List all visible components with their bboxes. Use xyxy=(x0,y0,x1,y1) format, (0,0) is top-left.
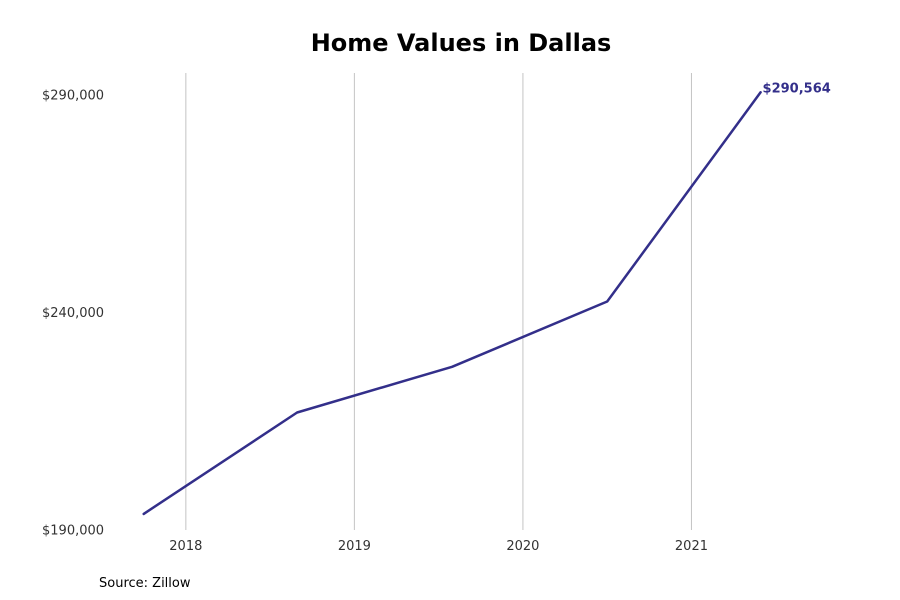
x-tick-label: 2018 xyxy=(169,539,202,554)
x-axis-ticks: 2018 2019 2020 2021 xyxy=(169,539,708,554)
y-tick-label: $240,000 xyxy=(42,306,104,321)
chart-title: Home Values in Dallas xyxy=(311,29,612,57)
x-tick-label: 2021 xyxy=(675,539,708,554)
gridlines xyxy=(185,73,692,530)
x-tick-label: 2019 xyxy=(338,539,371,554)
series-layer xyxy=(142,91,762,516)
end-value-label: $290,564 xyxy=(763,81,831,96)
y-axis-ticks: $190,000 $240,000 $290,000 xyxy=(42,88,104,538)
series-line xyxy=(142,91,762,516)
y-tick-label: $290,000 xyxy=(42,88,104,103)
source-note: Source: Zillow xyxy=(99,576,191,591)
y-tick-label: $190,000 xyxy=(42,524,104,539)
x-tick-label: 2020 xyxy=(506,539,539,554)
